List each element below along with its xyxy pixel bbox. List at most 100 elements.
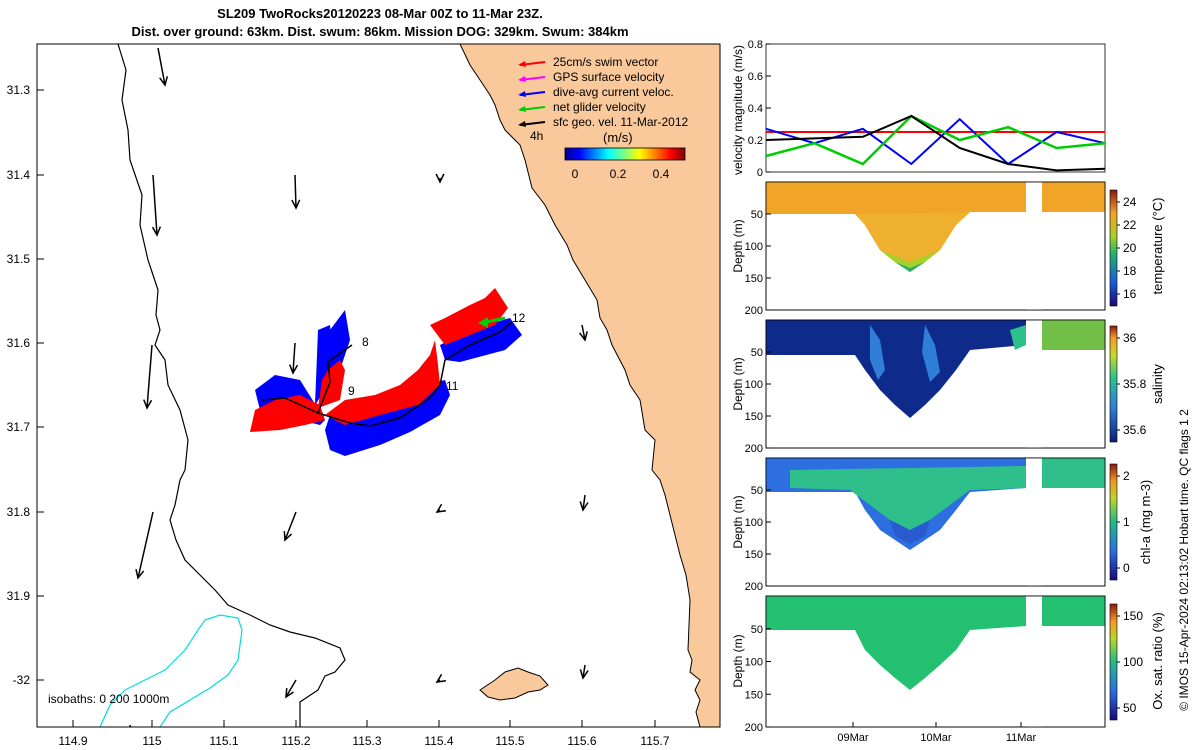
geo-velocity-arrow: [146, 344, 153, 409]
geo-velocity-arrow: [152, 174, 158, 236]
geo-velocity-arrowhead: [579, 669, 589, 680]
map-x-tick-label: 115.1: [209, 734, 238, 748]
depth-tick-label: 150: [745, 549, 763, 561]
geo-velocity-arrowhead: [135, 569, 145, 580]
velocity-y-tick-label: 0.4: [748, 103, 763, 115]
depth-ylabel: Depth (m): [731, 495, 745, 548]
legend-label: sfc geo. vel. 11-Mar-2012: [553, 115, 689, 129]
chla-colorbar: [1109, 463, 1118, 581]
geo-velocity-arrow: [582, 494, 586, 511]
geo-velocity-arrowhead: [435, 503, 447, 513]
legend-arrowhead: [518, 121, 526, 127]
island: [479, 667, 549, 701]
depth-ylabel: Depth (m): [731, 357, 745, 410]
isobath-200m: [117, 44, 346, 727]
map-x-tick-label: 115.5: [495, 734, 524, 748]
colorbar-unit: (m/s): [603, 130, 633, 145]
velocity-ylabel: velocity magnitude (m/s): [731, 45, 745, 175]
salinity-field: [1010, 325, 1026, 350]
salinity-field: [1042, 320, 1105, 350]
salinity-colorbar: [1109, 325, 1118, 443]
geo-velocity-arrowhead: [578, 331, 588, 342]
geo-velocity-arrowhead: [129, 736, 137, 745]
depth-tick-label: 50: [751, 624, 763, 636]
day-label-11: 11: [446, 379, 459, 393]
depth-tick-label: 200: [745, 722, 763, 734]
geo-velocity-arrowhead: [143, 399, 153, 410]
map-x-tick-label: 115: [142, 734, 161, 748]
legend-label: dive-avg current veloc.: [553, 85, 674, 99]
geo-velocity-arrowhead: [159, 76, 169, 87]
colorbar-tick-label: 0: [1123, 561, 1130, 575]
colorbar-tick-label: 35.6: [1123, 423, 1147, 437]
depth-tick-label: 150: [745, 273, 763, 285]
map-panel: 114.9 115 115.1 115.2 115.3 115.4 115.5 115.6 11…: [7, 43, 721, 748]
colorbar-tick-label: 100: [1123, 655, 1143, 669]
chla-panel: 50 100 150 200 2 1 0 Depth (m) chl-a (mg m-3): [731, 457, 1153, 593]
depth-tick-label: 100: [745, 379, 763, 391]
legend-arrowhead: [518, 106, 526, 112]
speed-colorbar: [564, 147, 686, 161]
map-y-tick-label: 31.4: [7, 168, 31, 182]
scale-arrow-label: 4h: [530, 129, 543, 143]
geo-velocity-arrow: [581, 324, 586, 341]
figure-title: SL209 TwoRocks20120223 08-Mar 00Z to 11-…: [217, 6, 543, 21]
map-y-tick-label: 31.8: [7, 505, 31, 519]
day-label-12: 12: [512, 311, 526, 325]
colorbar-tick: 0: [572, 167, 579, 181]
geo-velocity-arrowhead: [283, 530, 293, 542]
map-x-tick-label: 115.7: [640, 734, 669, 748]
day-label-8: 8: [362, 335, 369, 349]
swim-fan-red: [325, 340, 440, 425]
geo-velocity-arrow: [582, 664, 586, 679]
map-x-tick-label: 115.3: [352, 734, 381, 748]
depth-tick-label: 200: [745, 581, 763, 593]
oxygen-clabel: Ox. sat. ratio (%): [1150, 612, 1165, 710]
date-tick-label: 11Mar: [1006, 732, 1037, 744]
depth-ylabel: Depth (m): [731, 634, 745, 687]
chla-field: [1042, 458, 1105, 488]
oxygen-field: [766, 596, 1026, 690]
depth-tick-label: 100: [745, 241, 763, 253]
depth-tick-label: 100: [745, 517, 763, 529]
geo-velocity-arrowhead: [288, 364, 299, 375]
map-y-tick-label: 31.6: [7, 336, 31, 350]
legend-arrowhead: [518, 76, 526, 82]
colorbar-tick-label: 36: [1123, 331, 1137, 345]
velocity-series-line: [765, 114, 1106, 172]
colorbar-tick-label: 35.8: [1123, 377, 1147, 391]
geo-velocity-arrow: [292, 342, 296, 374]
geo-velocity-arrow: [294, 174, 297, 209]
swim-fan-red: [250, 395, 325, 432]
oxygen-colorbar: [1109, 603, 1118, 721]
geo-velocity-arrowhead: [579, 501, 589, 512]
legend-label: net glider velocity: [553, 100, 646, 114]
colorbar-tick-label: 18: [1123, 264, 1137, 278]
depth-tick-label: 100: [745, 657, 763, 669]
velocity-series-line: [765, 117, 1106, 166]
temperature-field: [895, 262, 925, 272]
figure-subtitle: Dist. over ground: 63km. Dist. swum: 86k…: [131, 24, 629, 39]
colorbar-tick-label: 24: [1123, 195, 1137, 209]
isobath-1000m: [99, 614, 243, 727]
geo-velocity-arrowhead: [435, 673, 447, 683]
map-y-tick-label: -32: [13, 673, 31, 687]
geo-velocity-arrowhead: [285, 687, 294, 699]
colorbar-tick-label: 150: [1123, 609, 1143, 623]
colorbar-tick: 0.2: [610, 167, 627, 181]
temperature-field: [880, 250, 940, 272]
temperature-field: [1042, 182, 1105, 212]
map-y-tick-label: 31.5: [7, 252, 31, 266]
colorbar-tick-label: 1: [1123, 515, 1130, 529]
colorbar-tick: 0.4: [653, 167, 670, 181]
geo-velocity-arrow: [129, 724, 132, 727]
time-series-panels: 0 0.2 0.4 0.6 0.8 velocity magnitude (m/s) 5…: [731, 39, 1191, 744]
map-y-tick-label: 31.3: [7, 83, 31, 97]
velocity-series-line: [765, 114, 1106, 166]
date-tick-label: 09Mar: [837, 732, 869, 744]
colorbar-tick-label: 50: [1123, 701, 1137, 715]
geo-velocity-arrowhead: [435, 173, 445, 184]
colorbar-tick-label: 20: [1123, 241, 1137, 255]
legend-label: GPS surface velocity: [553, 70, 664, 84]
